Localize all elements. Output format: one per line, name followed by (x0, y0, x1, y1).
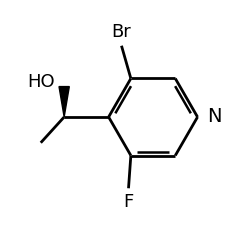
Text: HO: HO (27, 73, 55, 91)
Text: Br: Br (112, 23, 131, 41)
Text: N: N (207, 107, 222, 127)
Text: F: F (124, 193, 134, 211)
Polygon shape (59, 87, 69, 117)
